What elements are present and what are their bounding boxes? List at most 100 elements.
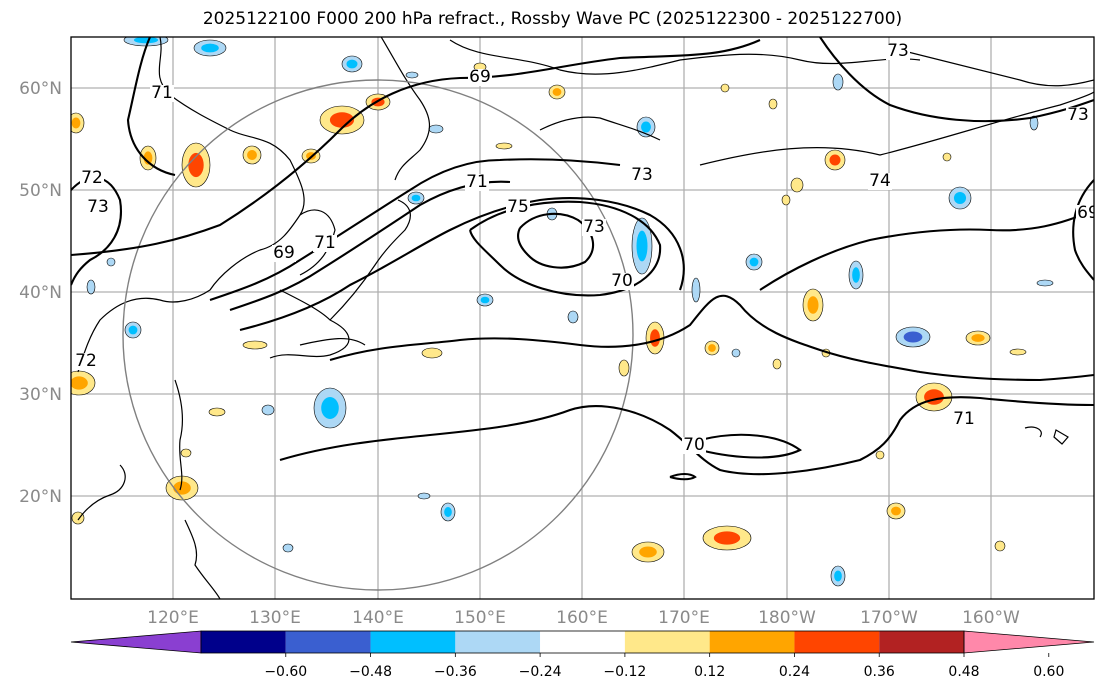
- colorbar-tick-label: 0.60: [1033, 664, 1064, 680]
- anomaly-patch: [875, 450, 885, 460]
- anomaly-patch: [731, 348, 741, 358]
- contour-label-bg: [1076, 205, 1094, 222]
- lon-label: 140°E: [352, 608, 404, 628]
- anomaly-patch-core: [807, 296, 819, 314]
- contour-label-bg: [313, 235, 337, 252]
- contour-labels: 69 71 72 73 74 75 73 70 71 73 72 73 71 70 69 69 73 71: [74, 41, 1094, 455]
- anomaly-patch-core: [128, 325, 138, 335]
- anomaly-patch-core: [133, 37, 159, 44]
- anomaly-patch-core: [834, 570, 842, 582]
- anomaly-patch: [405, 71, 419, 79]
- anomaly-patch: [781, 194, 791, 206]
- colorbar-tick-label: −0.12: [603, 664, 646, 680]
- page-title: 2025122100 F000 200 hPa refract., Rossby…: [202, 9, 903, 29]
- contour-label: 73: [887, 41, 909, 61]
- anomaly-patch: [691, 277, 701, 303]
- colorbar-tick-label: −0.36: [434, 664, 477, 680]
- anomaly-patch-core: [411, 194, 421, 202]
- colorbar-tick-label: −0.48: [349, 664, 392, 680]
- anomaly-patch-core: [346, 59, 358, 69]
- anomaly-patch: [86, 279, 96, 295]
- anomaly-patch-core: [636, 230, 648, 262]
- contour-label: 73: [87, 197, 109, 217]
- anomaly-patch: [942, 152, 952, 162]
- contour-label-bg: [610, 273, 634, 290]
- range-circle: [122, 79, 634, 591]
- lon-label: 160°W: [962, 608, 1020, 628]
- anomaly-patch: [768, 98, 778, 110]
- contour-label: 72: [75, 351, 97, 371]
- anomaly-patch: [71, 511, 85, 525]
- anomaly-patch: [832, 73, 844, 91]
- anomaly-patch: [428, 124, 444, 134]
- lat-label: 50°N: [19, 181, 62, 201]
- contour-label-bg: [80, 170, 104, 187]
- plot-frame: [70, 36, 1095, 600]
- anomaly-patches: [71, 37, 1054, 587]
- contour-label: 71: [466, 172, 488, 192]
- colorbar-tick-label: −0.24: [519, 664, 562, 680]
- colorbar-segment: [540, 631, 625, 653]
- anomaly-patch-core: [201, 43, 219, 53]
- anomaly-patch: [772, 358, 782, 370]
- anomaly-patch-core: [708, 344, 716, 352]
- colorbar-tick-label: −0.60: [264, 664, 307, 680]
- contour-label: 70: [611, 271, 633, 291]
- anomaly-patch: [567, 310, 579, 324]
- lat-label: 40°N: [19, 283, 62, 303]
- contour-label: 74: [869, 171, 891, 191]
- colorbar-tick-label: 0.12: [694, 664, 725, 680]
- contour-label-bg: [952, 411, 976, 428]
- contour-label: 72: [81, 168, 103, 188]
- contour-label: 75: [507, 197, 529, 217]
- anomaly-patch: [180, 448, 192, 458]
- anomaly-patch: [421, 347, 443, 359]
- contour-label-bg: [465, 174, 489, 191]
- contour-label: 73: [1067, 105, 1089, 125]
- contour-label-bg: [86, 199, 110, 216]
- anomaly-patch-core: [713, 531, 741, 545]
- colorbar-segment: [879, 631, 964, 653]
- anomaly-patch: [1029, 115, 1039, 131]
- colorbar-segment: [285, 631, 371, 653]
- contour-label: 71: [314, 233, 336, 253]
- anomaly-patch: [495, 142, 513, 150]
- lon-label: 130°E: [249, 608, 301, 628]
- anomaly-patch: [208, 407, 226, 417]
- lon-label: 170°W: [860, 608, 918, 628]
- contour-label-bg: [582, 219, 606, 236]
- anomaly-patch-core: [188, 152, 204, 178]
- colorbar: −0.60 −0.48 −0.36 −0.24 −0.12 0.12 0.24 0.36 0.4…: [70, 630, 1095, 680]
- anomaly-patch: [282, 543, 294, 553]
- lat-label: 60°N: [19, 79, 62, 99]
- anomaly-patch-core: [329, 112, 355, 128]
- colorbar-segment: [624, 631, 710, 653]
- contour-label: 69: [273, 243, 295, 263]
- contour-label-bg: [74, 353, 98, 370]
- anomaly-patch-core: [650, 329, 660, 347]
- anomaly-patch-core: [891, 506, 901, 516]
- anomaly-patch-core: [552, 88, 562, 96]
- colorbar-segment: [370, 631, 456, 653]
- refractivity-contours: [71, 37, 1094, 481]
- anomaly-patch: [106, 257, 116, 267]
- lon-label: 150°E: [454, 608, 506, 628]
- anomaly-patch-core: [247, 150, 257, 160]
- anomaly-patch: [720, 83, 730, 93]
- lon-label: 120°E: [147, 608, 199, 628]
- contour-label-bg: [1066, 107, 1090, 124]
- lon-label: 160°E: [556, 608, 608, 628]
- graticule: [71, 37, 1094, 599]
- anomaly-patch-core: [852, 267, 860, 283]
- colorbar-tick-label: 0.36: [864, 664, 895, 680]
- lon-label: 170°E: [658, 608, 710, 628]
- colorbar-segment: [794, 631, 880, 653]
- anomaly-patch: [242, 340, 268, 350]
- anomaly-patch: [618, 359, 630, 377]
- lon-label: 180°W: [758, 608, 816, 628]
- anomaly-patch-core: [173, 481, 191, 495]
- anomaly-patch: [1036, 279, 1054, 287]
- contour-label: 69: [469, 67, 491, 87]
- anomaly-patch: [261, 404, 275, 416]
